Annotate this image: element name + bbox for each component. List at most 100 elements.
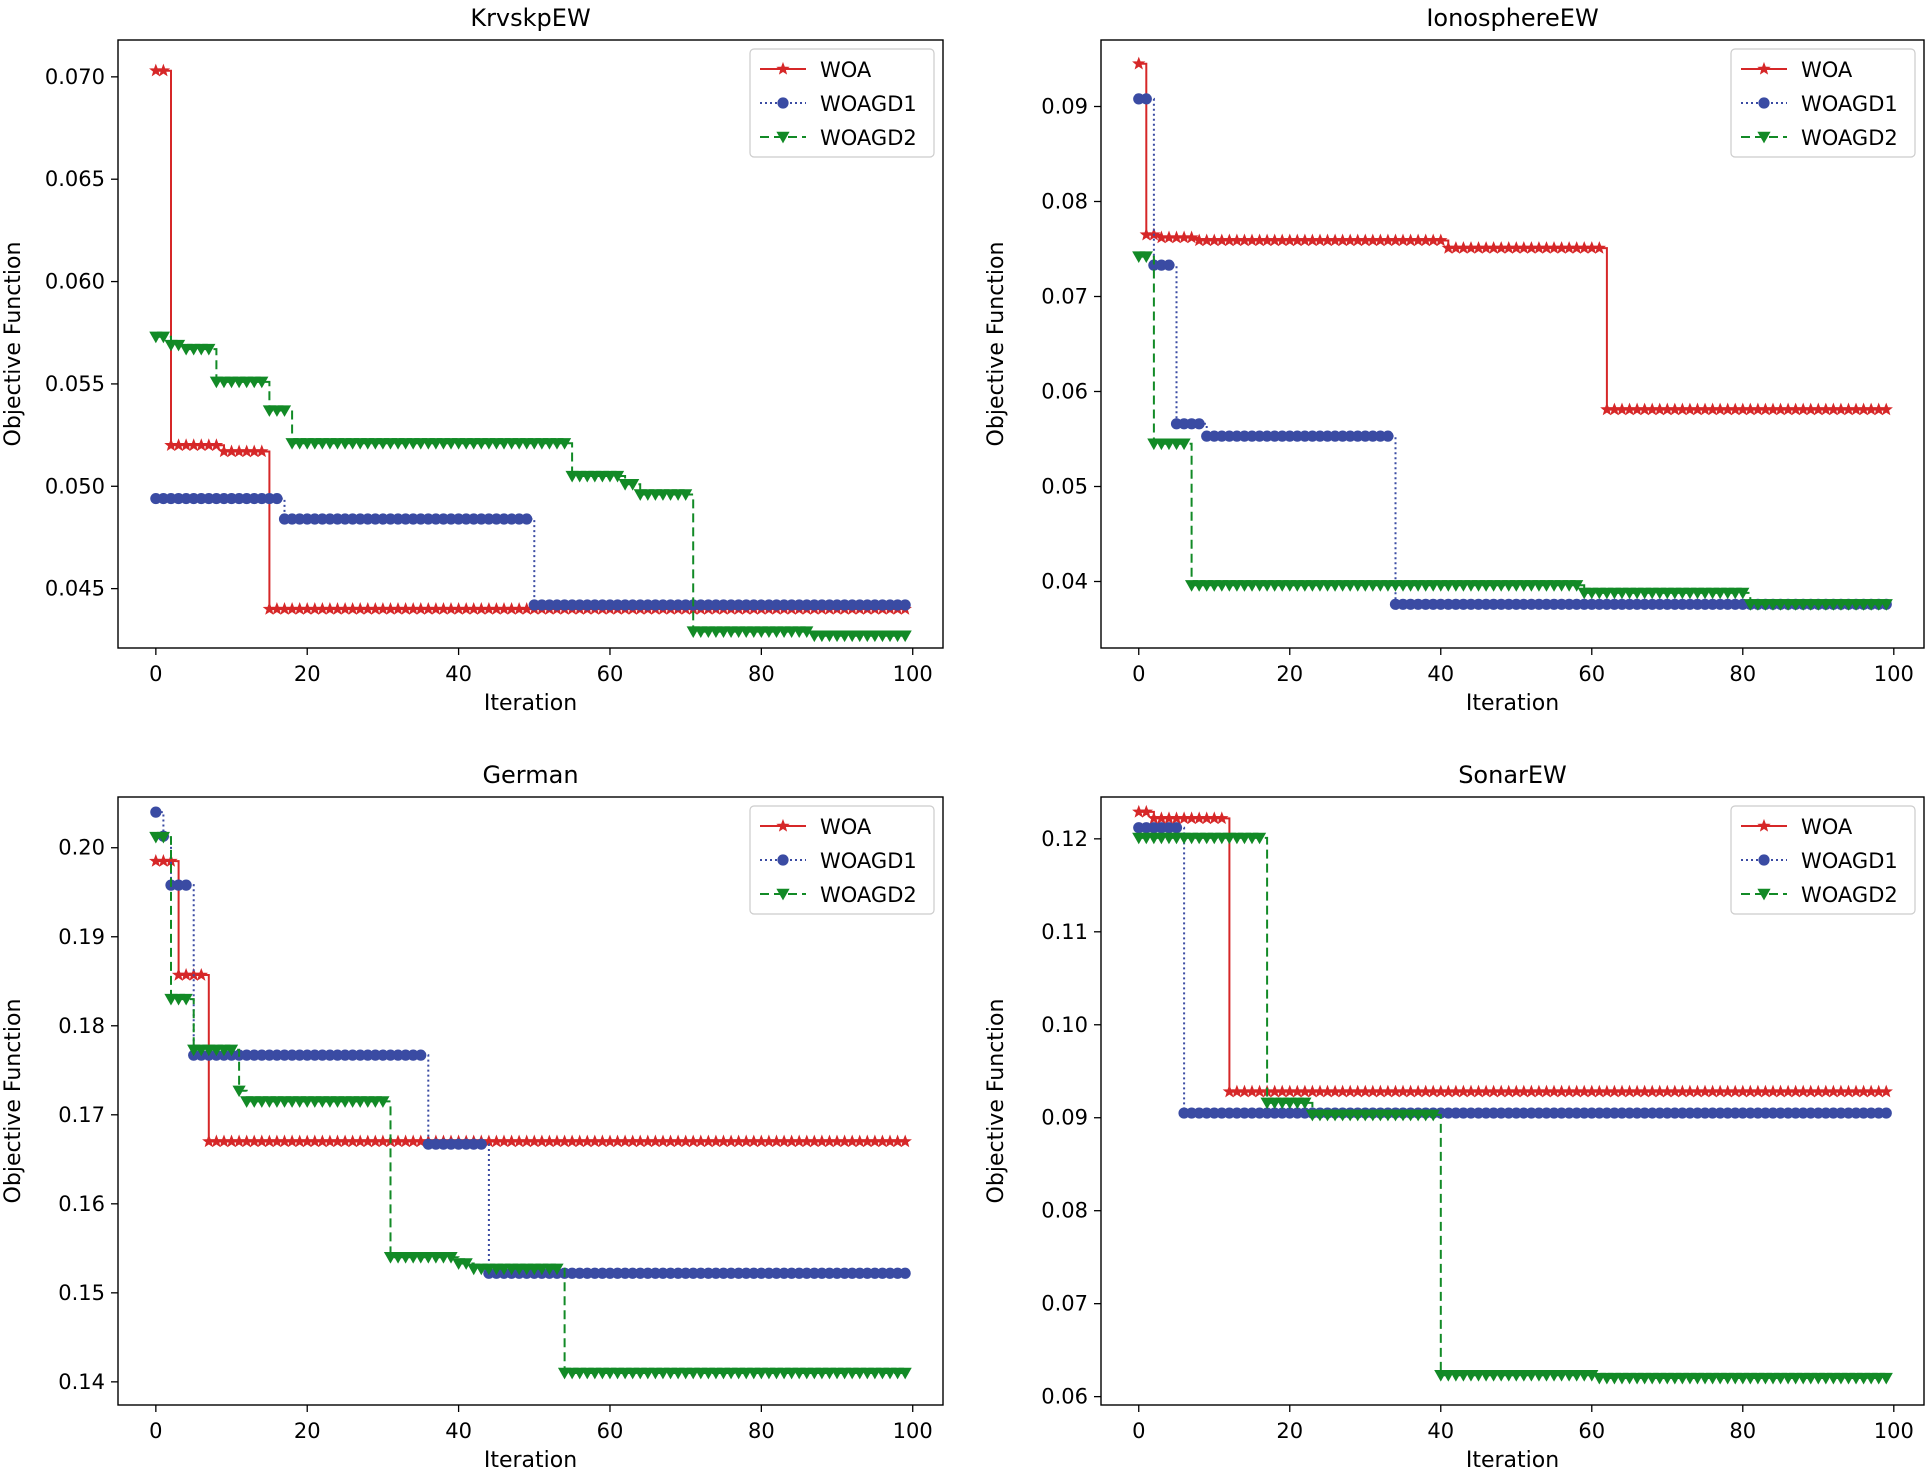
legend-entry-woa: WOA: [760, 815, 872, 839]
series-line: [1138, 255, 1887, 606]
chart-german: German 0 20 40 60 80 100 0.14 0.15 0.16 0.17 0.18 0.…: [1, 761, 944, 1473]
data-point: [1252, 832, 1267, 845]
series-woagd2: [1132, 832, 1893, 1385]
legend-box: [1730, 805, 1916, 915]
chart-title: KrvskpEW: [470, 4, 590, 32]
y-tick-label: 0.050: [45, 474, 105, 498]
data-point: [459, 1258, 473, 1270]
y-tick-label: 0.19: [58, 925, 105, 949]
data-point: [1879, 402, 1893, 416]
data-point: [1592, 241, 1606, 254]
legend-entry-woagd1: WOAGD1: [760, 849, 917, 873]
series-line: [155, 497, 906, 606]
x-tick-label: 60: [597, 662, 624, 686]
plot-frame: [117, 39, 944, 649]
data-point: [1570, 580, 1584, 592]
data-point: [550, 1263, 564, 1276]
data-point: [255, 444, 269, 458]
legend-entry-woagd2: WOAGD2: [760, 883, 917, 907]
data-point: [150, 806, 162, 818]
data-point: [376, 1096, 390, 1108]
legend-label: WOAGD1: [820, 849, 917, 873]
data-point: [898, 1367, 912, 1380]
legend-box: [749, 805, 935, 915]
x-axis-label: Iteration: [1466, 691, 1559, 716]
series-woagd2: [1132, 251, 1893, 611]
y-axis-label: Objective Function: [984, 242, 1009, 447]
y-tick-label: 0.10: [1041, 1013, 1088, 1037]
legend-marker: [1758, 854, 1770, 866]
data-point: [156, 831, 171, 844]
plot-frame: [1100, 796, 1925, 1406]
data-point: [1879, 1084, 1893, 1098]
y-tick-label: 0.045: [45, 577, 105, 601]
legend-box: [1730, 48, 1916, 158]
data-point: [1736, 587, 1750, 600]
y-tick-label: 0.070: [45, 65, 105, 89]
series-line: [155, 335, 906, 637]
legend-label: WOAGD2: [1801, 883, 1898, 907]
y-tick-label: 0.08: [1041, 190, 1088, 214]
legend: WOA WOAGD1 WOAGD2: [1730, 48, 1916, 158]
x-tick-label: 0: [1132, 1419, 1145, 1443]
x-tick-label: 0: [149, 1419, 162, 1443]
x-tick-label: 0: [1132, 662, 1145, 686]
legend-entry-woagd2: WOAGD2: [1741, 126, 1898, 150]
series-line: [1138, 836, 1887, 1379]
y-tick-label: 0.16: [58, 1192, 105, 1216]
legend-box: [749, 48, 935, 158]
y-tick-label: 0.04: [1041, 570, 1088, 594]
x-tick-label: 60: [597, 1419, 624, 1443]
y-axis-label: Objective Function: [1, 242, 26, 447]
data-point: [1298, 1097, 1312, 1110]
legend-label: WOAGD2: [820, 883, 917, 907]
legend-entry-woagd1: WOAGD1: [760, 92, 917, 116]
y-tick-label: 0.06: [1041, 380, 1088, 404]
series-woa: [1132, 804, 1893, 1098]
y-axis-label: Objective Function: [1, 999, 26, 1204]
y-tick-label: 0.20: [58, 836, 105, 860]
legend: WOA WOAGD1 WOAGD2: [749, 805, 935, 915]
data-point: [475, 1138, 487, 1150]
data-point: [610, 470, 625, 483]
data-point: [626, 479, 640, 491]
y-tick-label: 0.07: [1041, 285, 1088, 309]
legend-label: WOAGD1: [1801, 849, 1898, 873]
chart-title: SonarEW: [1458, 761, 1567, 789]
x-axis-label: Iteration: [1466, 1448, 1559, 1473]
y-tick-label: 0.055: [45, 372, 105, 396]
chart-title: German: [482, 761, 578, 789]
plot-frame: [1100, 39, 1925, 649]
data-point: [255, 376, 269, 389]
x-tick-label: 20: [1276, 1419, 1303, 1443]
legend-label: WOAGD2: [820, 126, 917, 150]
x-axis-label: Iteration: [484, 1448, 577, 1473]
x-tick-label: 40: [1427, 1419, 1454, 1443]
x-tick-label: 20: [1276, 662, 1303, 686]
chart-title: IonosphereEW: [1426, 4, 1598, 32]
x-tick-label: 20: [294, 1419, 321, 1443]
legend-marker: [1757, 818, 1771, 832]
legend-marker: [776, 888, 790, 901]
x-tick-label: 100: [1874, 1419, 1914, 1443]
legend-entry-woagd2: WOAGD2: [760, 126, 917, 150]
data-point: [800, 626, 814, 639]
data-point: [1163, 259, 1175, 271]
legend-label: WOA: [820, 58, 872, 82]
x-tick-label: 80: [748, 662, 775, 686]
legend-marker: [1757, 61, 1771, 75]
legend-marker: [776, 818, 790, 832]
data-point: [171, 339, 186, 352]
data-point: [1139, 251, 1153, 263]
data-point: [271, 492, 283, 505]
data-point: [1139, 804, 1154, 818]
y-tick-label: 0.060: [45, 270, 105, 294]
x-tick-label: 80: [1729, 1419, 1756, 1443]
y-tick-label: 0.09: [1041, 1106, 1088, 1130]
x-tick-label: 40: [445, 1419, 472, 1443]
legend-marker: [1758, 97, 1770, 109]
legend-marker: [776, 61, 790, 75]
y-tick-label: 0.15: [58, 1281, 105, 1305]
data-point: [156, 331, 171, 344]
y-tick-label: 0.065: [45, 167, 105, 191]
